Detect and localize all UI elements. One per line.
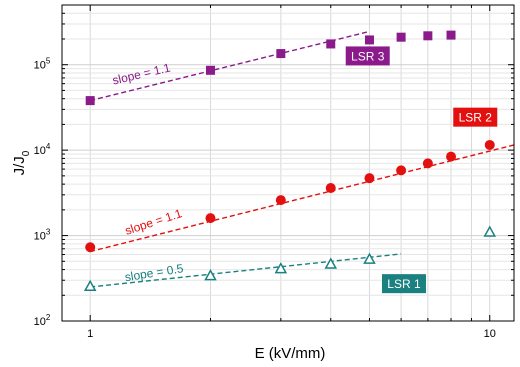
marker-square bbox=[364, 35, 374, 45]
y-axis-label: J/J0 bbox=[11, 150, 32, 175]
marker-circle bbox=[275, 195, 286, 206]
legend-label: LSR 2 bbox=[459, 111, 493, 125]
y-tick-label-base: 10 bbox=[34, 231, 46, 243]
y-tick-label: 103 bbox=[34, 228, 51, 243]
legend-label: LSR 1 bbox=[387, 277, 421, 291]
marker-square bbox=[326, 39, 336, 49]
marker-square bbox=[276, 49, 286, 59]
marker-triangle bbox=[83, 279, 97, 292]
legend-box bbox=[345, 46, 390, 66]
marker-circle bbox=[396, 165, 407, 176]
marker-triangle bbox=[363, 252, 376, 264]
legend-box bbox=[453, 107, 498, 127]
marker-circle bbox=[364, 173, 375, 184]
marker-circle bbox=[446, 151, 457, 162]
marker-circle bbox=[325, 183, 336, 194]
y-tick-label: 105 bbox=[34, 57, 51, 72]
marker-circle bbox=[85, 242, 96, 253]
y-tick-label-exponent: 5 bbox=[46, 57, 51, 66]
marker-square bbox=[446, 30, 456, 40]
marker-square bbox=[205, 65, 215, 75]
fit-line bbox=[90, 144, 515, 253]
y-tick-label-exponent: 2 bbox=[46, 313, 51, 322]
x-tick-label: 1 bbox=[87, 328, 93, 340]
marker-square bbox=[396, 32, 406, 42]
marker-triangle bbox=[324, 257, 338, 269]
marker-square bbox=[85, 96, 95, 106]
x-axis-label: E (kV/mm) bbox=[255, 345, 326, 362]
axis-ticks bbox=[62, 4, 514, 322]
fit-lines bbox=[90, 30, 515, 288]
x-tick-label: 10 bbox=[484, 328, 496, 340]
y-tick-label: 102 bbox=[34, 313, 51, 328]
y-tick-label-exponent: 3 bbox=[46, 228, 51, 237]
marker-circle bbox=[205, 213, 216, 224]
data-points bbox=[83, 30, 497, 292]
y-tick-label-base: 10 bbox=[34, 60, 46, 72]
y-axis-label-group: J/J0 bbox=[11, 150, 32, 175]
y-tick-label: 104 bbox=[34, 142, 51, 157]
grid bbox=[62, 4, 514, 322]
marker-triangle bbox=[274, 262, 288, 274]
marker-circle bbox=[484, 139, 495, 150]
y-tick-label-base: 10 bbox=[34, 145, 46, 157]
marker-triangle bbox=[204, 269, 217, 281]
fit-line bbox=[90, 253, 402, 288]
marker-circle bbox=[422, 158, 433, 169]
legend-label: LSR 3 bbox=[351, 49, 385, 63]
y-axis-label-subscript: 0 bbox=[21, 150, 32, 156]
y-axis-label-main: J/J bbox=[11, 156, 28, 175]
y-tick-label-base: 10 bbox=[34, 316, 46, 328]
legend-box bbox=[381, 274, 426, 294]
y-tick-label-exponent: 4 bbox=[46, 142, 51, 151]
marker-triangle bbox=[483, 225, 497, 237]
marker-square bbox=[423, 31, 433, 41]
